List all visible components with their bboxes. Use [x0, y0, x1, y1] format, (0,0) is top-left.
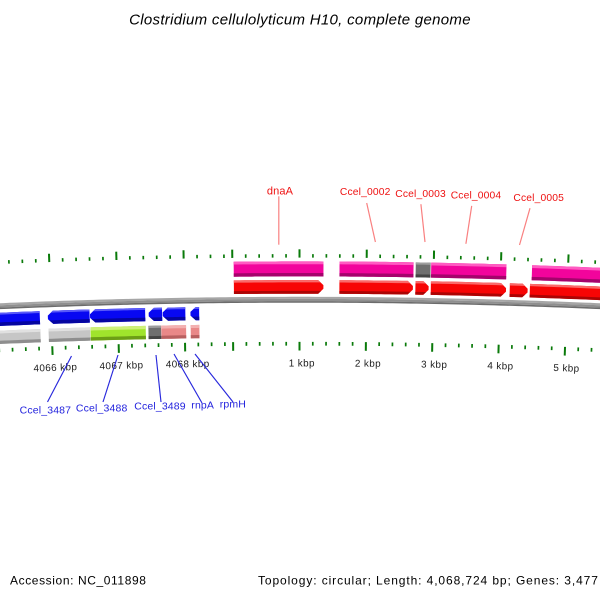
- svg-text:4066 kbp: 4066 kbp: [33, 362, 77, 375]
- svg-text:1 kbp: 1 kbp: [289, 358, 315, 369]
- svg-text:Ccel_3489: Ccel_3489: [134, 400, 186, 412]
- svg-text:Ccel_0004: Ccel_0004: [451, 191, 502, 202]
- svg-text:2 kbp: 2 kbp: [355, 359, 381, 370]
- svg-text:Ccel_3488: Ccel_3488: [76, 403, 128, 415]
- svg-text:Ccel_0005: Ccel_0005: [513, 193, 564, 204]
- svg-text:dnaA: dnaA: [267, 186, 294, 198]
- svg-text:Ccel_0002: Ccel_0002: [340, 187, 391, 198]
- svg-text:5 kbp: 5 kbp: [553, 363, 580, 375]
- svg-text:rpmH: rpmH: [220, 399, 246, 411]
- svg-text:Topology: circular; Length: 4,: Topology: circular; Length: 4,068,724 bp…: [258, 574, 599, 588]
- svg-text:Accession: NC_011898: Accession: NC_011898: [10, 574, 147, 588]
- svg-text:4 kbp: 4 kbp: [487, 361, 514, 373]
- svg-text:3 kbp: 3 kbp: [421, 359, 447, 370]
- svg-text:rnpA: rnpA: [191, 400, 214, 412]
- svg-text:Ccel_3487: Ccel_3487: [20, 405, 72, 417]
- svg-text:Clostridium cellulolyticum H10: Clostridium cellulolyticum H10, complete…: [129, 12, 471, 29]
- svg-text:4067 kbp: 4067 kbp: [99, 360, 143, 372]
- svg-text:Ccel_0003: Ccel_0003: [395, 189, 446, 200]
